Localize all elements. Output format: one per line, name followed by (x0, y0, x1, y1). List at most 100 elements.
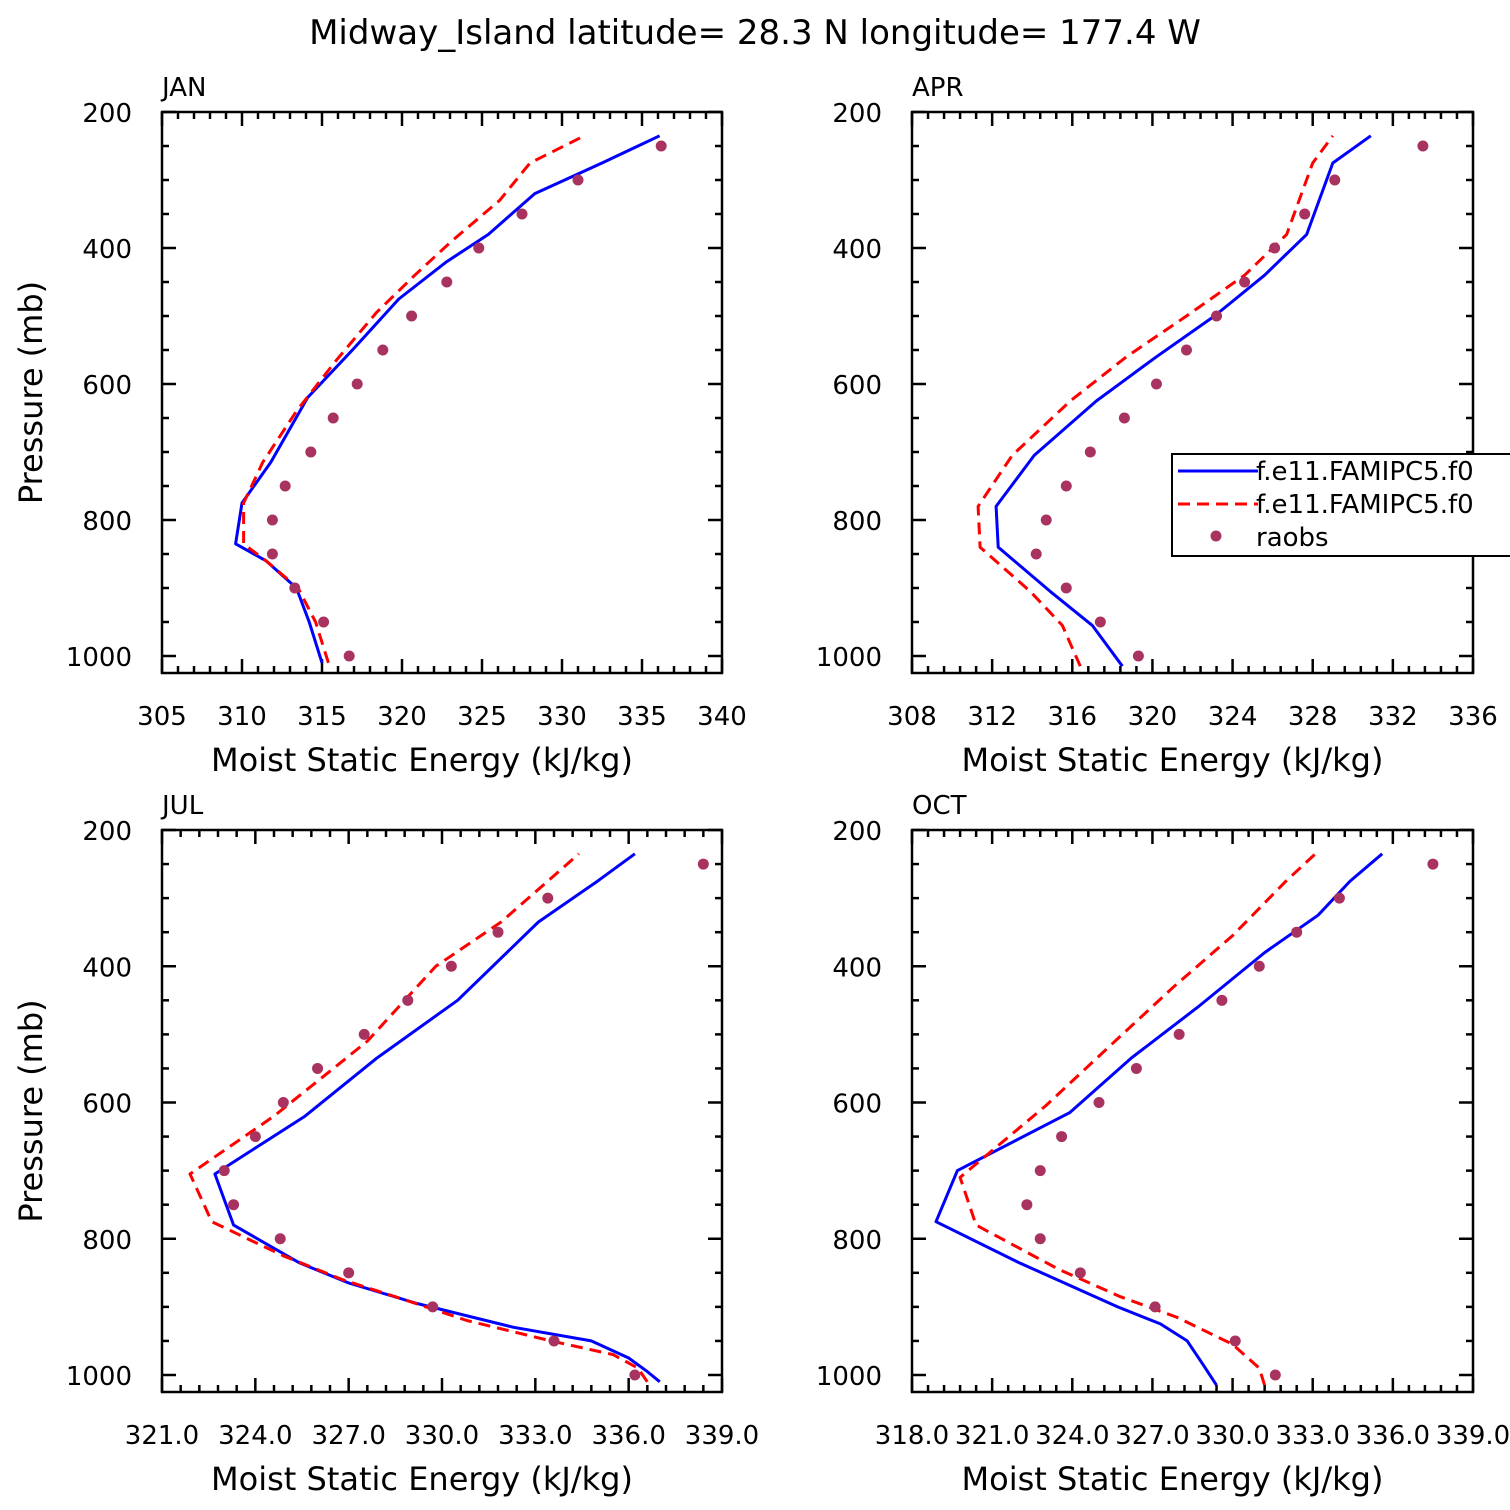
x-tick-label: 336.0 (591, 1421, 665, 1451)
raobs-point (312, 1062, 324, 1074)
x-tick-label: 327.0 (1115, 1421, 1189, 1451)
plot-frame (910, 110, 1475, 675)
x-tick-label: 316 (1047, 702, 1097, 732)
raobs-point (1269, 1369, 1281, 1381)
x-tick-label: 324.0 (218, 1421, 292, 1451)
series-line-model2 (188, 852, 649, 1383)
x-tick-label: 339.0 (685, 1421, 759, 1451)
raobs-point (274, 1233, 286, 1245)
x-axis-label: Moist Static Energy (kJ/kg) (211, 741, 633, 779)
raobs-point (548, 1335, 560, 1347)
raobs-point (655, 140, 667, 152)
raobs-point (1056, 1131, 1068, 1143)
legend-entry: f.e11.FAMIPC5.f0 (1256, 457, 1474, 487)
raobs-point (1180, 344, 1192, 356)
y-tick-label: 600 (832, 1090, 882, 1120)
x-axis-label: Moist Static Energy (kJ/kg) (962, 741, 1384, 779)
raobs-point (1132, 650, 1144, 662)
x-tick-label: 340 (697, 702, 747, 732)
raobs-point (1291, 926, 1303, 938)
raobs-point (402, 994, 414, 1006)
series-line-model1 (934, 852, 1384, 1387)
x-tick-label: 332 (1368, 702, 1418, 732)
legend-entry: f.e11.FAMIPC5.f0 (1256, 490, 1474, 520)
raobs-point (1216, 994, 1228, 1006)
raobs-point (492, 926, 504, 938)
raobs-point (1093, 1097, 1105, 1108)
panel-label: JUL (160, 791, 204, 821)
raobs-point (572, 174, 584, 186)
raobs-point (266, 514, 278, 526)
plot-frame (160, 828, 724, 1394)
y-tick-label: 1000 (816, 1362, 882, 1392)
plot-frame (910, 828, 1475, 1394)
data-layer (188, 852, 709, 1383)
x-tick-label: 328 (1288, 702, 1338, 732)
data-layer (934, 852, 1439, 1387)
raobs-point (1229, 1335, 1241, 1347)
raobs-point (1253, 960, 1265, 972)
raobs-point (1417, 140, 1429, 152)
x-tick-label: 333.0 (498, 1421, 572, 1451)
raobs-point (406, 310, 418, 322)
raobs-point (697, 858, 709, 870)
x-tick-label: 336.0 (1356, 1421, 1430, 1451)
series-line-model1 (213, 852, 661, 1383)
y-axis-label: Pressure (mb) (12, 999, 50, 1222)
x-tick-label: 320 (377, 702, 427, 732)
y-tick-label: 600 (82, 371, 132, 401)
raobs-point (1084, 446, 1096, 458)
raobs-point (228, 1199, 240, 1211)
raobs-point (1333, 892, 1345, 904)
data-layer (234, 134, 667, 664)
x-tick-label: 305 (137, 702, 187, 732)
x-tick-label: 330 (537, 702, 587, 732)
raobs-point (1040, 514, 1052, 526)
x-tick-label: 321.0 (125, 1421, 199, 1451)
x-tick-label: 330.0 (1195, 1421, 1269, 1451)
y-tick-label: 400 (82, 235, 132, 265)
raobs-point (1118, 412, 1130, 424)
x-tick-label: 330.0 (405, 1421, 479, 1451)
raobs-point (327, 412, 339, 424)
x-tick-label: 333.0 (1275, 1421, 1349, 1451)
y-tick-label: 200 (82, 99, 132, 129)
raobs-point (358, 1028, 370, 1040)
panel-label: OCT (912, 791, 967, 821)
panel-label: APR (912, 73, 964, 103)
raobs-point (1034, 1165, 1046, 1177)
raobs-point (1034, 1233, 1046, 1245)
series-line-model1 (994, 134, 1372, 668)
raobs-point (1211, 310, 1223, 322)
y-tick-label: 800 (832, 1226, 882, 1256)
series-line-model1 (234, 134, 661, 664)
raobs-point (427, 1301, 439, 1313)
y-tick-label: 600 (832, 371, 882, 401)
plot-frame (160, 110, 724, 675)
raobs-point (516, 208, 528, 220)
raobs-point (1239, 276, 1251, 288)
raobs-point (289, 582, 301, 594)
series-line-model2 (242, 134, 586, 664)
raobs-point (1021, 1199, 1033, 1211)
raobs-point (1269, 242, 1281, 254)
raobs-point (1329, 174, 1341, 186)
raobs-point (377, 344, 389, 356)
raobs-point (1173, 1028, 1185, 1040)
raobs-point (249, 1131, 261, 1143)
y-tick-label: 400 (832, 953, 882, 983)
raobs-point (1074, 1267, 1086, 1279)
x-tick-label: 308 (887, 702, 937, 732)
x-tick-label: 325 (457, 702, 507, 732)
y-tick-label: 800 (832, 507, 882, 537)
raobs-point (277, 1097, 289, 1108)
y-tick-label: 800 (82, 1226, 132, 1256)
y-axis-label: Pressure (mb) (12, 281, 50, 504)
x-axis-label: Moist Static Energy (kJ/kg) (962, 1460, 1384, 1498)
raobs-point (441, 276, 453, 288)
y-tick-label: 400 (832, 235, 882, 265)
raobs-point (1130, 1062, 1142, 1074)
